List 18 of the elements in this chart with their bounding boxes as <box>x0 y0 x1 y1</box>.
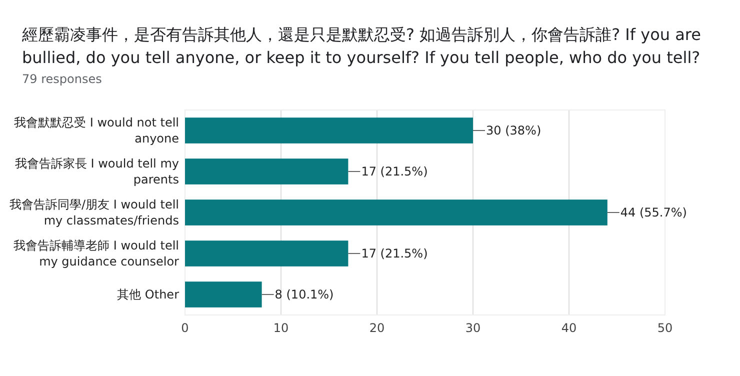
value-label: 44 (55.7%) <box>620 206 687 220</box>
xtick: 20 <box>369 321 385 335</box>
value-label: 17 (21.5%) <box>361 164 428 178</box>
category: 其他 Other <box>117 288 179 302</box>
category: 我會告訴同學/朋友 I would tell my classmates/friends <box>10 198 179 228</box>
xtick: 0 <box>181 321 189 335</box>
category: 我會默默忍受 I would not tell anyone <box>14 116 179 146</box>
xtick: 30 <box>465 321 481 335</box>
value-label: 30 (38%) <box>486 124 542 138</box>
xtick: 10 <box>273 321 289 335</box>
category: 我會告訴輔導老師 I would tell my guidance counselor <box>14 238 179 268</box>
subtitle: 79 responses <box>22 72 102 86</box>
value-label: 17 (21.5%) <box>361 246 428 260</box>
xtick: 50 <box>657 321 673 335</box>
category: 我會告訴家長 I would tell my parents <box>14 156 179 186</box>
xtick: 40 <box>561 321 577 335</box>
value-label: 8 (10.1%) <box>274 288 334 302</box>
title: 經歷霸凌事件，是否有告訴其他人，還是只是默默忍受? 如過告訴別人，你會告訴誰? If you are bullied, do you tell anyone, or keep it to yourself? If you tell people, who do you tell? <box>22 25 701 67</box>
